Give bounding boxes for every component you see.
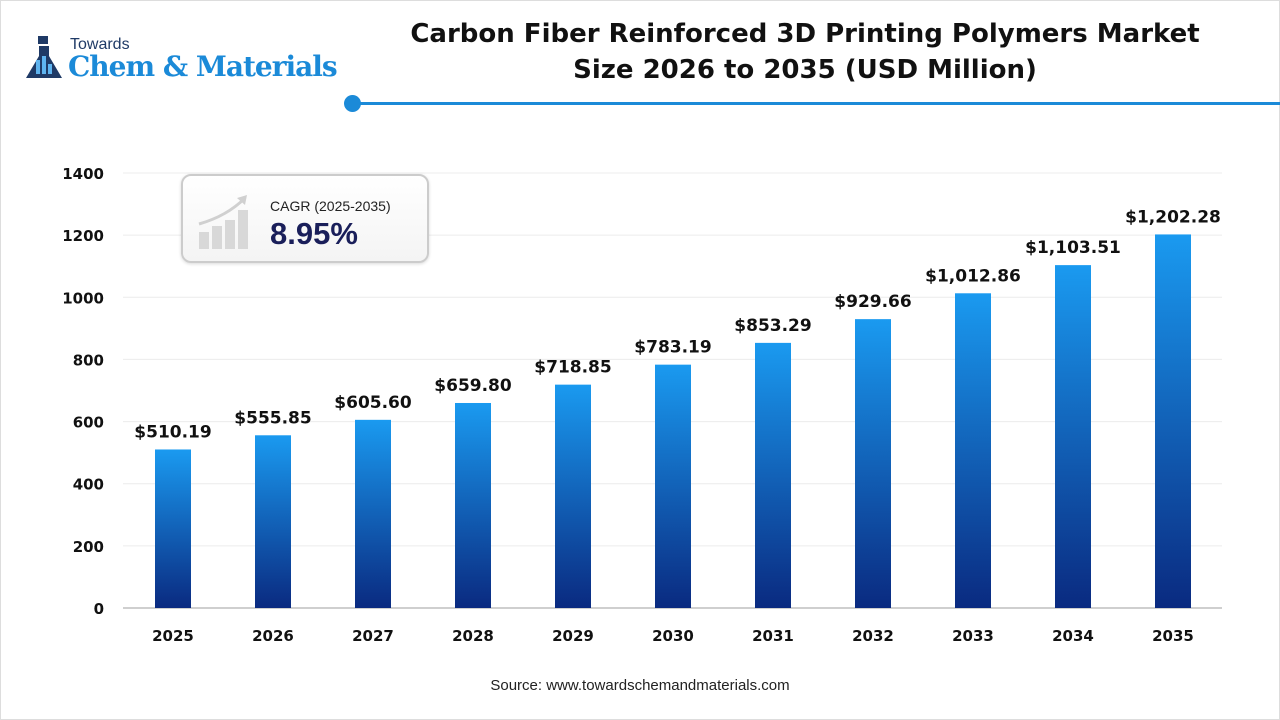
x-tick-label: 2025 — [152, 627, 194, 645]
chart-title: Carbon Fiber Reinforced 3D Printing Poly… — [380, 16, 1230, 88]
logo: Towards Chem & Materials — [22, 34, 342, 84]
x-tick-label: 2027 — [352, 627, 394, 645]
title-line-2: Size 2026 to 2035 (USD Million) — [573, 55, 1037, 85]
x-tick-label: 2033 — [952, 627, 994, 645]
logo-towards: Towards — [70, 36, 130, 53]
bar-2030 — [655, 364, 691, 608]
bar-2026 — [255, 435, 291, 608]
bar-2029 — [555, 384, 591, 608]
logo-brand: Chem & Materials — [68, 50, 338, 83]
bar-2034 — [1055, 265, 1091, 608]
y-tick-label: 0 — [94, 600, 104, 618]
flask-icon — [26, 36, 62, 78]
y-tick-label: 1400 — [62, 165, 104, 183]
x-tick-label: 2030 — [652, 627, 694, 645]
data-label: $783.19 — [634, 338, 711, 358]
y-tick-label: 400 — [73, 476, 104, 494]
x-tick-label: 2035 — [1152, 627, 1194, 645]
data-label: $659.80 — [434, 376, 512, 396]
bar-2025 — [155, 449, 191, 608]
x-tick-label: 2031 — [752, 627, 794, 645]
x-tick-label: 2032 — [852, 627, 894, 645]
bar-2032 — [855, 319, 891, 608]
y-tick-label: 1000 — [62, 289, 104, 307]
data-label: $853.29 — [734, 316, 811, 336]
data-label: $555.85 — [234, 408, 311, 428]
bar-2033 — [955, 293, 991, 608]
source-note: Source: www.towardschemandmaterials.com — [490, 677, 790, 694]
data-label: $1,012.86 — [925, 266, 1021, 286]
data-label: $605.60 — [334, 393, 412, 413]
data-label: $510.19 — [134, 422, 211, 442]
data-label: $1,202.28 — [1125, 207, 1221, 227]
bar-2035 — [1155, 234, 1191, 608]
title-divider — [352, 102, 1280, 105]
data-label: $929.66 — [834, 292, 911, 312]
bar-2028 — [455, 402, 491, 608]
x-tick-label: 2034 — [1052, 627, 1094, 645]
growth-chart-icon — [198, 195, 248, 249]
y-tick-label: 200 — [73, 538, 104, 556]
x-tick-label: 2026 — [252, 627, 294, 645]
y-tick-label: 600 — [73, 414, 104, 432]
y-tick-label: 1200 — [62, 227, 104, 245]
cagr-box: CAGR (2025-2035) 8.95% — [181, 174, 429, 263]
x-tick-label: 2029 — [552, 627, 594, 645]
cagr-label: CAGR (2025-2035) — [270, 198, 391, 214]
data-label: $1,103.51 — [1025, 238, 1121, 258]
title-line-1: Carbon Fiber Reinforced 3D Printing Poly… — [410, 19, 1200, 49]
title-divider-dot — [344, 95, 361, 112]
bar-2031 — [755, 342, 791, 608]
bar-2027 — [355, 419, 391, 608]
data-label: $718.85 — [534, 358, 611, 378]
x-tick-label: 2028 — [452, 627, 494, 645]
cagr-value: 8.95% — [270, 216, 358, 251]
y-tick-label: 800 — [73, 351, 104, 369]
